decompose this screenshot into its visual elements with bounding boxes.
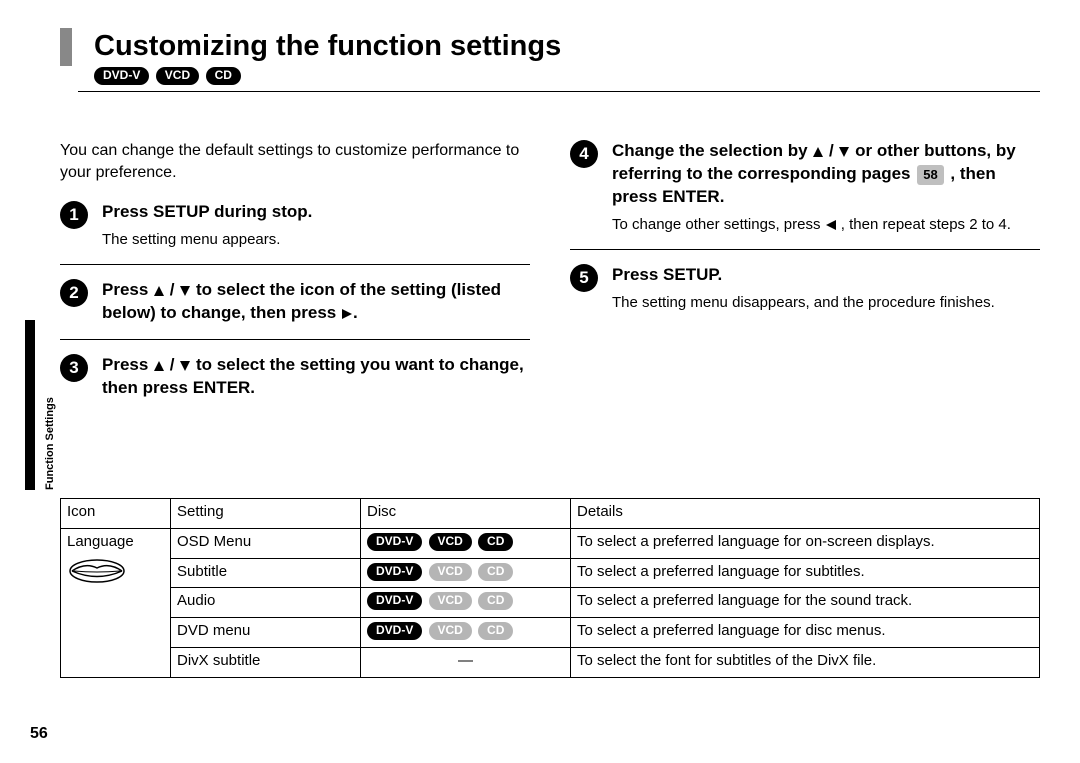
- up-arrow-icon: [153, 360, 165, 372]
- step-2-text-a: Press: [102, 280, 153, 299]
- details-cell: To select a preferred language for on-sc…: [571, 528, 1040, 558]
- th-disc: Disc: [361, 499, 571, 529]
- setting-cell: DivX subtitle: [171, 647, 361, 677]
- right-column: 4 Change the selection by / or other but…: [570, 140, 1040, 428]
- step-2-text-d: .: [353, 303, 358, 322]
- th-icon: Icon: [61, 499, 171, 529]
- up-arrow-icon: [812, 146, 824, 158]
- table-row: Audio DVD-V VCD CD To select a preferred…: [61, 588, 1040, 618]
- badge-cd: CD: [206, 67, 241, 85]
- step-4-text-a: Change the selection by: [612, 141, 812, 160]
- step-5-head: Press SETUP.: [612, 264, 1040, 287]
- side-label: Function Settings: [44, 397, 56, 490]
- table-row: Subtitle DVD-V VCD CD To select a prefer…: [61, 558, 1040, 588]
- badge-dvdv: DVD-V: [367, 592, 422, 610]
- lips-icon: [67, 556, 127, 586]
- th-setting: Setting: [171, 499, 361, 529]
- table-header-row: Icon Setting Disc Details: [61, 499, 1040, 529]
- details-cell: To select a preferred language for subti…: [571, 558, 1040, 588]
- down-arrow-icon: [179, 285, 191, 297]
- disc-badges: DVD-V VCD CD: [78, 67, 1040, 85]
- setting-cell: OSD Menu: [171, 528, 361, 558]
- disc-cell-dash: —: [361, 647, 571, 677]
- page-header: Customizing the function settings DVD-V …: [78, 30, 1040, 92]
- step-number-2: 2: [60, 279, 88, 307]
- icon-cell: Language: [61, 528, 171, 677]
- step-number-5: 5: [570, 264, 598, 292]
- step-5: 5 Press SETUP. The setting menu disappea…: [570, 264, 1040, 327]
- disc-cell: DVD-V VCD CD: [361, 558, 571, 588]
- section-tab-marker: [60, 28, 72, 66]
- intro-text: You can change the default settings to c…: [60, 140, 530, 183]
- step-4-sub: To change other settings, press , then r…: [612, 215, 1040, 235]
- disc-cell: DVD-V VCD CD: [361, 588, 571, 618]
- details-cell: To select the font for subtitles of the …: [571, 647, 1040, 677]
- up-arrow-icon: [153, 285, 165, 297]
- step-4-text-b: /: [824, 141, 838, 160]
- step-4-sub-a: To change other settings, press: [612, 216, 825, 233]
- down-arrow-icon: [179, 360, 191, 372]
- step-3-text-b: /: [165, 355, 179, 374]
- badge-vcd-disabled: VCD: [429, 592, 472, 610]
- step-3-text-a: Press: [102, 355, 153, 374]
- th-details: Details: [571, 499, 1040, 529]
- step-4-head: Change the selection by / or other butto…: [612, 140, 1040, 209]
- step-3-head: Press / to select the setting you want t…: [102, 354, 530, 400]
- content-columns: You can change the default settings to c…: [60, 140, 1040, 428]
- right-arrow-icon: [341, 308, 353, 320]
- disc-cell: DVD-V VCD CD: [361, 618, 571, 648]
- left-arrow-icon: [825, 219, 837, 231]
- side-tab-black: [25, 320, 35, 490]
- step-4: 4 Change the selection by / or other but…: [570, 140, 1040, 250]
- page-title: Customizing the function settings: [78, 30, 1040, 63]
- setting-cell: DVD menu: [171, 618, 361, 648]
- step-1-sub: The setting menu appears.: [102, 230, 530, 250]
- step-2-head: Press / to select the icon of the settin…: [102, 279, 530, 325]
- step-5-sub: The setting menu disappears, and the pro…: [612, 293, 1040, 313]
- badge-vcd-disabled: VCD: [429, 622, 472, 640]
- page-reference: 58: [917, 165, 943, 186]
- step-3: 3 Press / to select the setting you want…: [60, 354, 530, 414]
- setting-cell: Audio: [171, 588, 361, 618]
- badge-cd-disabled: CD: [478, 563, 513, 581]
- step-1-head: Press SETUP during stop.: [102, 201, 530, 224]
- left-column: You can change the default settings to c…: [60, 140, 530, 428]
- step-2: 2 Press / to select the icon of the sett…: [60, 279, 530, 340]
- badge-dvdv: DVD-V: [367, 533, 422, 551]
- badge-cd-disabled: CD: [478, 622, 513, 640]
- page-number: 56: [30, 725, 48, 743]
- disc-cell: DVD-V VCD CD: [361, 528, 571, 558]
- badge-dvdv: DVD-V: [367, 563, 422, 581]
- badge-dvdv: DVD-V: [367, 622, 422, 640]
- badge-cd-disabled: CD: [478, 592, 513, 610]
- down-arrow-icon: [838, 146, 850, 158]
- step-4-sub-b: , then repeat steps 2 to 4.: [837, 216, 1011, 233]
- table-row: DivX subtitle — To select the font for s…: [61, 647, 1040, 677]
- step-1: 1 Press SETUP during stop. The setting m…: [60, 201, 530, 265]
- badge-cd: CD: [478, 533, 513, 551]
- step-number-3: 3: [60, 354, 88, 382]
- step-number-4: 4: [570, 140, 598, 168]
- icon-label: Language: [67, 533, 134, 550]
- table-row: DVD menu DVD-V VCD CD To select a prefer…: [61, 618, 1040, 648]
- settings-table: Icon Setting Disc Details Language OSD M…: [60, 498, 1040, 678]
- badge-vcd: VCD: [156, 67, 199, 85]
- step-2-text-b: /: [165, 280, 179, 299]
- badge-dvdv: DVD-V: [94, 67, 149, 85]
- details-cell: To select a preferred language for the s…: [571, 588, 1040, 618]
- badge-vcd-disabled: VCD: [429, 563, 472, 581]
- table-row: Language OSD Menu DVD-V VCD CD To select…: [61, 528, 1040, 558]
- setting-cell: Subtitle: [171, 558, 361, 588]
- step-number-1: 1: [60, 201, 88, 229]
- details-cell: To select a preferred language for disc …: [571, 618, 1040, 648]
- badge-vcd: VCD: [429, 533, 472, 551]
